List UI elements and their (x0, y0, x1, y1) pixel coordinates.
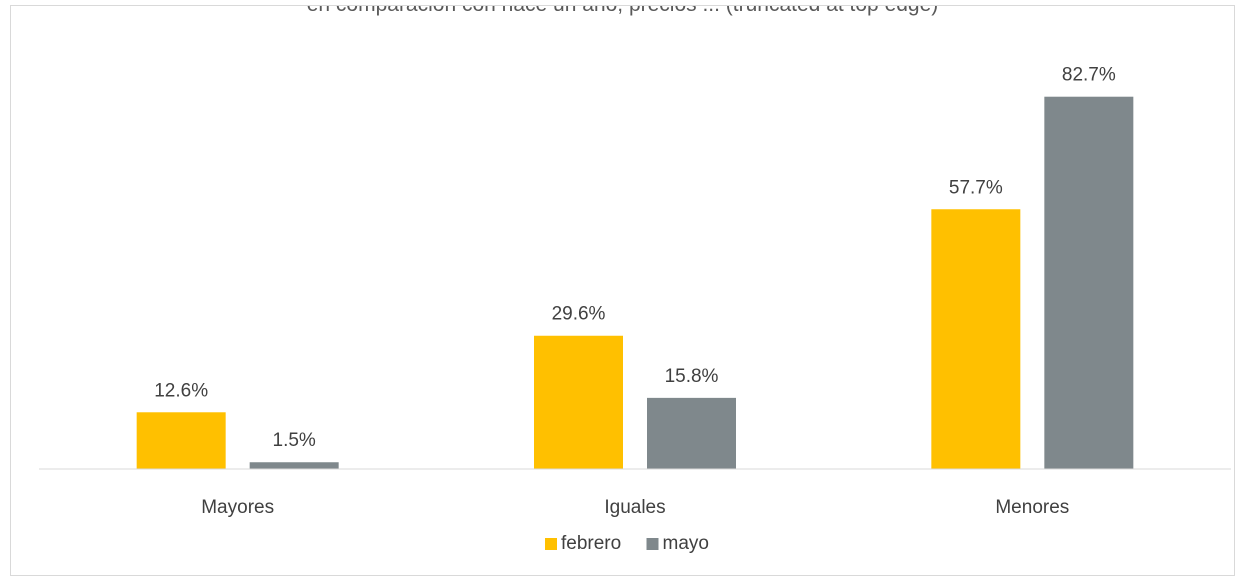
bar-mayo-mayores (249, 462, 339, 469)
category-label-mayores: Mayores (201, 497, 274, 518)
bar-febrero-mayores (136, 412, 226, 469)
legend-swatch-febrero (545, 538, 557, 550)
bar-mayo-iguales (647, 397, 736, 469)
bar-chart: 12.6% 1.5% Mayores 29.6% 15.8% Iguales 57.7% 82… (39, 65, 1231, 554)
bar-mayo-menores (1044, 96, 1134, 470)
data-label-mayo-menores: 82.7% (1062, 65, 1116, 86)
category-label-iguales: Iguales (604, 497, 665, 518)
category-label-menores: Menores (995, 497, 1069, 518)
data-label-mayo-mayores: 1.5% (273, 430, 316, 451)
bar-febrero-iguales (534, 335, 623, 469)
bar-febrero-menores (931, 209, 1021, 469)
data-label-febrero-iguales: 29.6% (552, 304, 606, 325)
data-label-febrero-mayores: 12.6% (154, 380, 208, 401)
chart-frame: en comparación con hace un año, precios … (10, 5, 1235, 576)
legend-label-mayo: mayo (663, 533, 709, 554)
legend-label-febrero: febrero (561, 533, 621, 554)
chart-title: en comparación con hace un año, precios … (11, 6, 1234, 17)
data-label-mayo-iguales: 15.8% (665, 366, 719, 387)
data-label-febrero-menores: 57.7% (949, 177, 1003, 198)
legend-swatch-mayo (646, 538, 659, 550)
